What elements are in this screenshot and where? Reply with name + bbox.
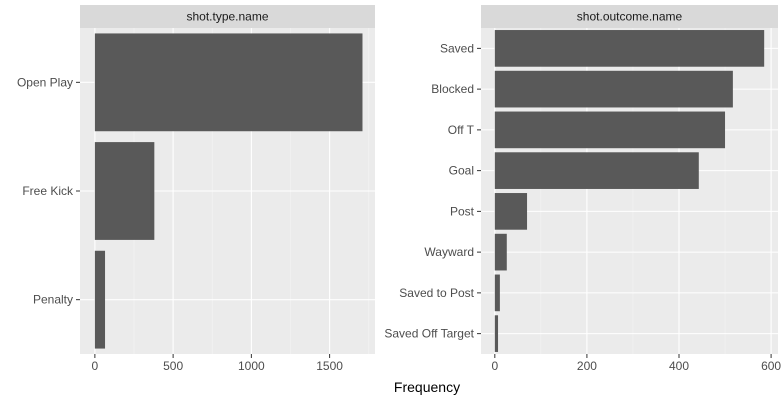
y-tick-label-shot-type-free-kick: Free Kick <box>22 184 74 198</box>
facet-panel-shot-outcome: shot.outcome.name 0 200 400 600 Saved Blocked O… <box>384 5 781 373</box>
y-tick-label-shot-outcome-off-t: Off T <box>448 123 475 137</box>
facet-strip-shot-outcome <box>481 5 778 28</box>
y-tick-label-shot-type-open-play: Open Play <box>17 75 73 89</box>
bar-shot-outcome-wayward <box>494 233 507 271</box>
bar-shot-outcome-goal <box>494 152 699 189</box>
bar-shot-type-penalty <box>94 250 106 349</box>
y-tick-label-shot-outcome-saved: Saved <box>440 41 474 55</box>
x-tick-label-shot-type: 1000 <box>238 359 265 373</box>
bar-shot-outcome-saved-off-target <box>494 315 499 352</box>
bar-shot-outcome-saved-to-post <box>494 274 500 312</box>
y-tick-label-shot-outcome-goal: Goal <box>449 164 474 178</box>
facet-panel-shot-type: shot.type.name 0 500 1000 1500 Open Play Free … <box>17 5 375 373</box>
bar-shot-type-free-kick <box>94 142 155 240</box>
x-tick-label-shot-outcome: 600 <box>761 359 781 373</box>
facet-strip-label-shot-outcome: shot.outcome.name <box>577 10 683 24</box>
bar-shot-type-open-play <box>94 33 363 132</box>
facet-strip-shot-type <box>80 5 375 28</box>
x-axis-title: Frequency <box>394 379 460 395</box>
bar-shot-outcome-blocked <box>494 70 733 108</box>
y-tick-label-shot-outcome-saved-to-post: Saved to Post <box>399 286 474 300</box>
y-tick-label-shot-type-penalty: Penalty <box>33 293 73 307</box>
y-tick-label-shot-outcome-post: Post <box>450 204 475 218</box>
x-tick-label-shot-outcome: 0 <box>491 359 498 373</box>
x-tick-label-shot-type: 1500 <box>316 359 343 373</box>
y-tick-label-shot-outcome-wayward: Wayward <box>424 245 474 259</box>
y-tick-label-shot-outcome-blocked: Blocked <box>431 82 474 96</box>
x-tick-label-shot-outcome: 200 <box>577 359 597 373</box>
bar-shot-outcome-post <box>494 193 528 230</box>
bar-shot-outcome-off-t <box>494 111 726 149</box>
y-tick-label-shot-outcome-saved-off-target: Saved Off Target <box>384 327 474 341</box>
x-tick-label-shot-type: 0 <box>92 359 99 373</box>
bar-shot-outcome-saved <box>494 30 765 67</box>
x-tick-label-shot-outcome: 400 <box>669 359 689 373</box>
x-tick-label-shot-type: 500 <box>163 359 183 373</box>
facet-strip-label-shot-type: shot.type.name <box>186 10 268 24</box>
